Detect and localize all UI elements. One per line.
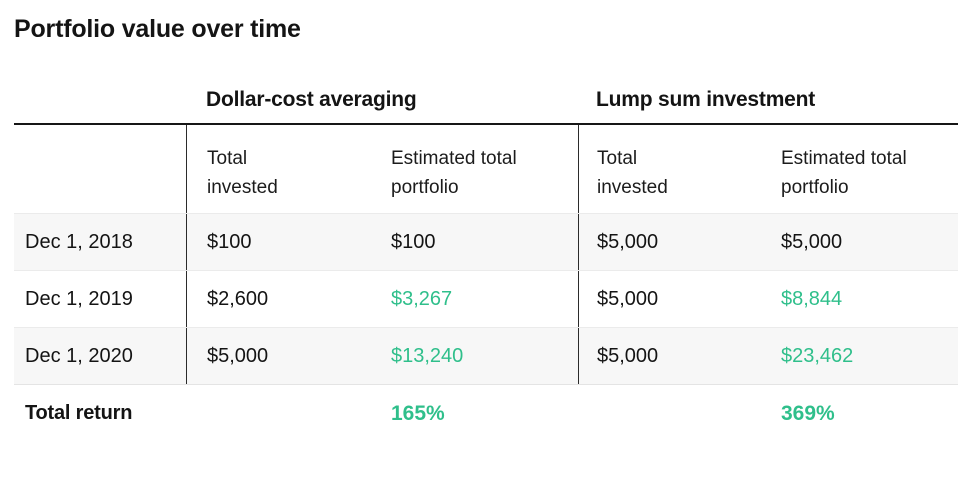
- date-cell: Dec 1, 2018: [25, 230, 133, 253]
- page-title: Portfolio value over time: [14, 15, 301, 43]
- table-row-2020: Dec 1, 2020 $5,000 $13,240 $5,000 $23,46…: [14, 327, 958, 385]
- column-header-lump-invested: Total invested: [578, 125, 768, 213]
- column-header-dca-portfolio: Estimated total portfolio: [382, 125, 578, 213]
- column-header-label: Estimated total portfolio: [781, 148, 907, 198]
- column-header-lump-portfolio: Estimated total portfolio: [768, 125, 958, 213]
- column-header-date: [14, 125, 186, 213]
- group-header-dca: Dollar-cost averaging: [206, 88, 417, 111]
- date-cell: Dec 1, 2020: [25, 344, 133, 367]
- column-header-label: Estimated total portfolio: [391, 148, 517, 198]
- total-return-lump-value: 369%: [781, 401, 835, 425]
- dca-portfolio-cell: $3,267: [391, 287, 453, 310]
- table-row-2018: Dec 1, 2018 $100 $100 $5,000 $5,000: [14, 213, 958, 270]
- column-header-dca-invested: Total invested: [186, 125, 382, 213]
- portfolio-comparison-table: Dollar-cost averaging Lump sum investmen…: [14, 88, 958, 442]
- group-header-lump: Lump sum investment: [596, 88, 816, 111]
- lump-portfolio-cell: $8,844: [781, 287, 843, 310]
- group-header-spacer: [14, 88, 186, 112]
- dca-invested-cell: $100: [186, 214, 382, 270]
- column-header-row: Total invested Estimated total portfolio…: [14, 125, 958, 213]
- column-header-label: Total invested: [207, 148, 278, 198]
- lump-portfolio-cell: $23,462: [781, 344, 854, 367]
- total-return-lump-spacer: [578, 385, 768, 442]
- date-cell: Dec 1, 2019: [25, 287, 133, 310]
- dca-portfolio-cell: $100: [391, 230, 436, 253]
- lump-invested-cell: $5,000: [578, 328, 768, 384]
- lump-invested-cell: $5,000: [578, 214, 768, 270]
- dca-invested-cell: $2,600: [186, 271, 382, 327]
- table-row-2019: Dec 1, 2019 $2,600 $3,267 $5,000 $8,844: [14, 270, 958, 327]
- dca-portfolio-cell: $13,240: [391, 344, 464, 367]
- lump-portfolio-cell: $5,000: [781, 230, 843, 253]
- total-return-row: Total return 165% 369%: [14, 385, 958, 442]
- total-return-dca-value: 165%: [391, 401, 445, 425]
- lump-invested-cell: $5,000: [578, 271, 768, 327]
- column-header-label: Total invested: [597, 148, 668, 198]
- total-return-label: Total return: [25, 402, 133, 424]
- group-header-row: Dollar-cost averaging Lump sum investmen…: [14, 88, 958, 125]
- total-return-dca-spacer: [186, 385, 382, 442]
- dca-invested-cell: $5,000: [186, 328, 382, 384]
